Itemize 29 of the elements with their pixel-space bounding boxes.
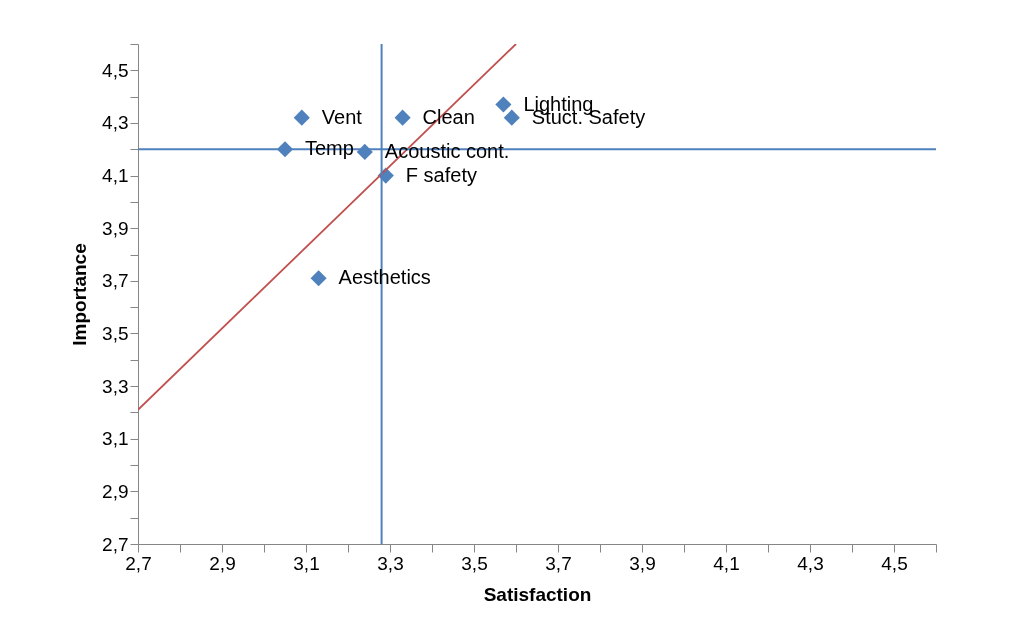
x-tick-label: 4,3 bbox=[797, 552, 824, 574]
annotation: F safety bbox=[405, 163, 477, 186]
x-tick-label: 3,9 bbox=[629, 552, 656, 574]
annotation: Vent bbox=[321, 105, 363, 128]
y-axis-title: Importance bbox=[69, 243, 91, 346]
point bbox=[394, 109, 411, 126]
x-tick-label: 4,5 bbox=[881, 552, 908, 574]
x-tick-label: 2,7 bbox=[125, 552, 152, 574]
y-tick-label: 3,7 bbox=[102, 270, 129, 292]
y-tick-label: 3,5 bbox=[102, 322, 129, 344]
x-tick-label: 4,1 bbox=[713, 552, 740, 574]
y-tick-label: 2,7 bbox=[102, 533, 129, 555]
x-tick-label: 3,1 bbox=[293, 552, 320, 574]
x-axis-title: Satisfaction bbox=[483, 583, 592, 605]
y-tick-label: 3,9 bbox=[102, 217, 129, 239]
x-tick-label: 2,9 bbox=[209, 552, 236, 574]
y-tick-label: 3,3 bbox=[102, 375, 129, 397]
x-tick-label: 3,5 bbox=[461, 552, 488, 574]
x-tick-label: 3,7 bbox=[545, 552, 572, 574]
point bbox=[293, 109, 310, 126]
y-tick-label: 4,5 bbox=[102, 59, 129, 81]
y-tick-label: 4,1 bbox=[102, 165, 129, 187]
y-tick-label: 3,1 bbox=[102, 428, 129, 450]
point bbox=[495, 96, 512, 113]
point bbox=[310, 270, 327, 287]
y-tick-label: 4,3 bbox=[102, 112, 129, 134]
y-tick-label: 2,9 bbox=[102, 480, 129, 502]
x-tick-label: 3,3 bbox=[377, 552, 404, 574]
point bbox=[503, 109, 520, 126]
